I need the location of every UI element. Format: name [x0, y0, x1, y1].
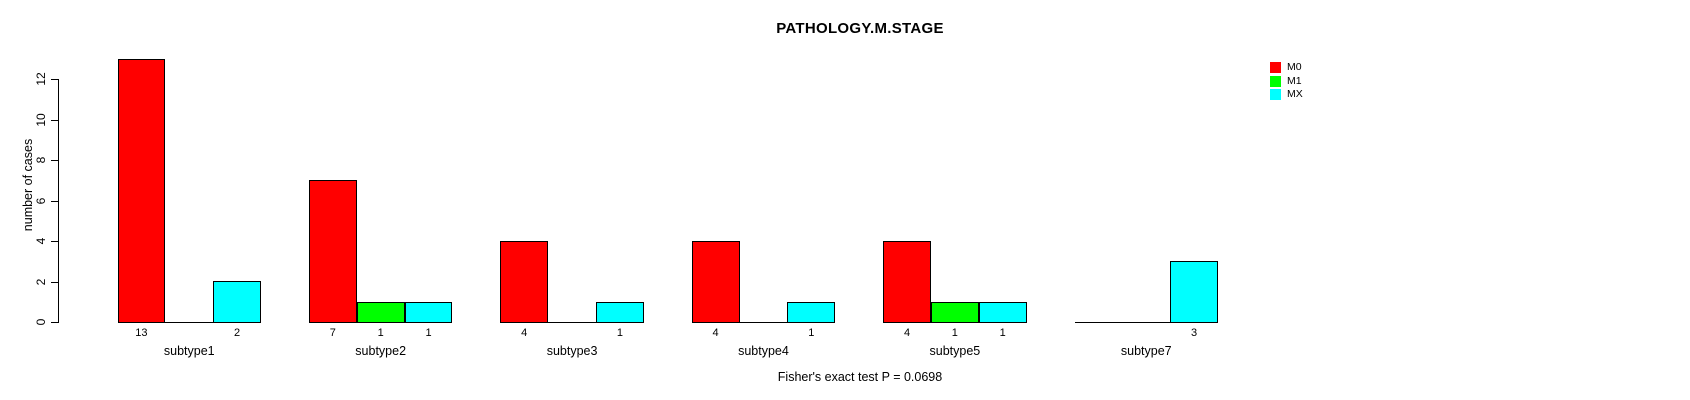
- bar-value-label: 4: [903, 327, 911, 339]
- bar-value-label: 1: [425, 327, 432, 339]
- legend-label: M0: [1287, 61, 1302, 73]
- bar-value-label: 4: [712, 327, 719, 339]
- y-tick-mark: [51, 79, 58, 80]
- bar: [787, 302, 836, 323]
- category-label: subtype2: [355, 344, 407, 358]
- bar-value-label: 1: [808, 327, 815, 339]
- bar: [356, 302, 405, 323]
- bar-value-label: 13: [135, 327, 148, 339]
- bar: [978, 302, 1027, 323]
- y-tick-label: 6: [34, 197, 48, 204]
- y-tick-mark: [51, 322, 58, 323]
- legend-item: MX: [1270, 89, 1303, 100]
- bar: [691, 241, 740, 323]
- chart-title: PATHOLOGY.M.STAGE: [776, 20, 944, 37]
- bar: [404, 302, 453, 323]
- category-label: subtype4: [738, 344, 789, 358]
- legend-swatch: [1270, 75, 1281, 87]
- bar: [1170, 261, 1219, 323]
- y-tick-mark: [51, 119, 58, 121]
- bar: [117, 59, 166, 323]
- bar-value-label: 4: [521, 327, 528, 339]
- category-label: subtype3: [546, 344, 598, 358]
- y-axis-label: number of cases: [21, 138, 35, 232]
- legend-label: MX: [1287, 88, 1303, 100]
- y-tick-label: 2: [34, 278, 48, 285]
- y-tick-mark: [51, 241, 58, 242]
- legend-swatch: [1270, 89, 1281, 100]
- y-tick-label: 8: [34, 156, 48, 164]
- bar-value-label: 1: [951, 327, 958, 339]
- legend-swatch: [1270, 62, 1281, 73]
- zero-bar: [739, 322, 789, 323]
- bar: [930, 302, 979, 323]
- bar: [883, 241, 931, 323]
- zero-bar: [1122, 322, 1172, 323]
- bar-value-label: 3: [1191, 327, 1198, 339]
- bar: [500, 241, 549, 323]
- bar-value-label: 7: [329, 327, 336, 339]
- legend-label: M1: [1287, 74, 1302, 87]
- zero-bar: [1074, 322, 1124, 323]
- category-label: subtype5: [929, 344, 981, 358]
- y-axis-line: [58, 79, 59, 323]
- footnote: Fisher's exact test P = 0.0698: [777, 370, 943, 384]
- bar-value-label: 1: [616, 327, 623, 339]
- bar-value-label: 2: [234, 327, 241, 339]
- bar: [596, 302, 644, 323]
- y-tick-label: 4: [34, 237, 48, 245]
- bar: [213, 281, 262, 323]
- bar-value-label: 1: [377, 327, 384, 339]
- legend-item: M1: [1270, 74, 1303, 87]
- y-tick-mark: [51, 160, 58, 161]
- y-tick-label: 10: [34, 112, 48, 127]
- bar: [308, 180, 357, 323]
- y-tick-mark: [51, 200, 58, 202]
- y-tick-label: 0: [34, 318, 48, 326]
- bar-value-label: 1: [999, 327, 1006, 339]
- zero-bar: [165, 322, 215, 323]
- zero-bar: [548, 322, 597, 323]
- category-label: subtype1: [163, 344, 215, 358]
- category-label: subtype7: [1120, 344, 1172, 358]
- y-tick-label: 12: [34, 72, 48, 86]
- legend-item: M0: [1270, 62, 1303, 73]
- y-tick-mark: [51, 281, 58, 283]
- legend: M0 M1 MX: [1270, 62, 1303, 103]
